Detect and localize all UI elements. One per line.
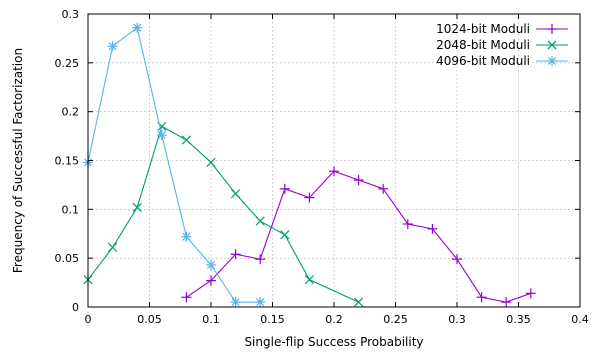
x-tick-label: 0	[85, 313, 92, 326]
x-tick-label: 0.2	[325, 313, 343, 326]
legend-item: 1024-bit Moduli	[436, 22, 568, 36]
marker-stroke	[157, 131, 166, 140]
legend-label: 1024-bit Moduli	[436, 22, 530, 36]
data-point	[255, 216, 265, 226]
legend-marker	[547, 40, 557, 50]
data-point	[181, 231, 192, 242]
y-tick-label: 0.3	[62, 8, 80, 21]
x-tick-label: 0.35	[506, 313, 531, 326]
legend: 1024-bit Moduli 2048-bit Moduli 4096-bit M…	[436, 22, 568, 68]
marker-stroke	[304, 275, 315, 285]
data-point	[476, 292, 487, 303]
marker-stroke	[280, 230, 290, 240]
data-point	[206, 157, 216, 168]
legend-item: 2048-bit Moduli	[436, 38, 568, 52]
ticks: 0 0.05 0.1 0.15 0.2 0.25 0.3 0.35 0.4 0 0.05 0.1 0.1…	[55, 8, 589, 326]
marker-stroke	[231, 298, 240, 307]
data-point	[402, 218, 413, 229]
legend-marker	[547, 56, 557, 66]
x-tick-label: 0.3	[448, 313, 466, 326]
marker-stroke	[107, 242, 118, 253]
marker-stroke	[547, 40, 557, 50]
y-tick-label: 0.15	[55, 155, 80, 168]
y-tick-label: 0.05	[55, 252, 80, 265]
data-point	[107, 242, 118, 253]
data-point	[230, 297, 241, 308]
data-point	[132, 202, 142, 213]
data-point	[279, 183, 290, 194]
data-point	[329, 166, 339, 177]
marker-stroke	[132, 202, 142, 213]
marker-stroke	[157, 121, 167, 131]
data-point	[452, 254, 462, 265]
marker-stroke	[256, 298, 265, 307]
x-tick-label: 0.05	[137, 313, 162, 326]
marker-stroke	[547, 56, 557, 66]
marker-stroke	[230, 189, 241, 199]
series-1	[181, 166, 536, 308]
y-axis-label: Frequency of Successful Factorization	[11, 48, 25, 273]
marker-stroke	[206, 157, 216, 168]
marker-stroke	[353, 297, 364, 307]
series-layer	[83, 22, 536, 308]
data-point	[132, 22, 143, 33]
data-point	[181, 135, 192, 145]
data-point	[353, 175, 364, 186]
legend-label: 4096-bit Moduli	[436, 54, 530, 68]
data-point	[255, 297, 266, 308]
data-point	[501, 297, 512, 308]
y-tick-label: 0.2	[62, 106, 80, 119]
data-point	[230, 249, 241, 260]
legend-marker	[547, 24, 557, 34]
y-tick-label: 0	[72, 301, 79, 314]
data-point	[304, 192, 315, 203]
legend-item: 4096-bit Moduli	[436, 54, 568, 68]
x-tick-label: 0.25	[383, 313, 408, 326]
marker-stroke	[133, 23, 142, 32]
marker-stroke	[108, 42, 117, 51]
series-3	[83, 22, 266, 308]
marker-stroke	[206, 260, 216, 270]
marker-stroke	[181, 135, 192, 145]
data-point	[353, 297, 364, 307]
marker-stroke	[182, 232, 191, 241]
series-line	[87, 125, 359, 303]
x-tick-label: 0.4	[571, 313, 589, 326]
data-point	[230, 189, 241, 199]
data-point	[378, 183, 389, 194]
data-point	[206, 260, 216, 271]
data-point	[304, 275, 315, 285]
x-axis-label: Single-flip Success Probability	[244, 335, 423, 349]
data-point	[156, 130, 167, 141]
data-point	[525, 288, 536, 299]
data-point	[206, 275, 216, 286]
y-tick-label: 0.25	[55, 57, 80, 70]
data-point	[427, 223, 438, 234]
data-point	[255, 254, 266, 265]
y-tick-label: 0.1	[62, 203, 80, 216]
legend-label: 2048-bit Moduli	[436, 38, 530, 52]
data-point	[107, 41, 118, 52]
series-2	[83, 121, 364, 307]
data-point	[280, 230, 290, 240]
x-tick-label: 0.15	[260, 313, 285, 326]
series-line	[87, 26, 261, 303]
data-point	[181, 292, 192, 303]
marker-stroke	[255, 216, 265, 226]
x-tick-label: 0.1	[202, 313, 220, 326]
